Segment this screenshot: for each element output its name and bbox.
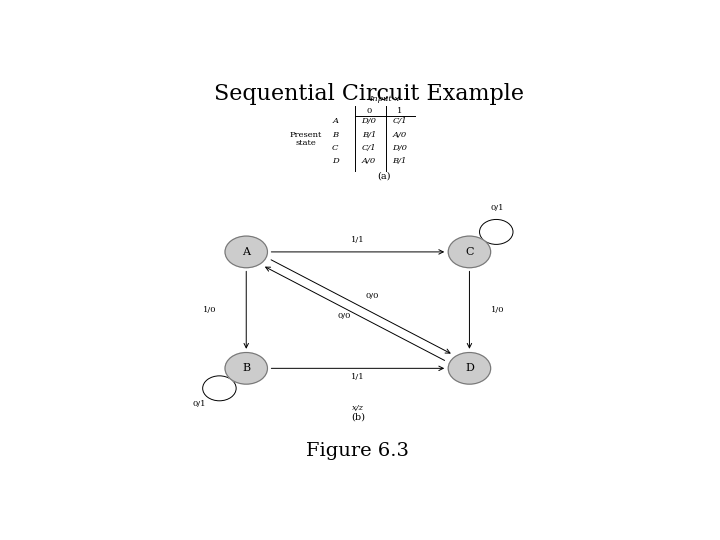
Circle shape <box>225 353 267 384</box>
Text: C: C <box>465 247 474 257</box>
Text: 1: 1 <box>397 107 402 114</box>
Text: B/1: B/1 <box>362 131 376 139</box>
Text: 0/0: 0/0 <box>365 292 379 300</box>
Text: Present: Present <box>290 131 323 139</box>
Text: x/z: x/z <box>352 404 364 412</box>
Text: A/0: A/0 <box>362 157 376 165</box>
Text: B/1: B/1 <box>392 157 407 165</box>
Text: A: A <box>242 247 251 257</box>
Text: C: C <box>332 144 338 152</box>
Text: 1/0: 1/0 <box>490 306 504 314</box>
Text: B: B <box>242 363 251 373</box>
Circle shape <box>449 353 490 384</box>
Text: A: A <box>332 117 338 125</box>
Text: D: D <box>465 363 474 373</box>
Text: 0/1: 0/1 <box>490 204 504 212</box>
Text: C/1: C/1 <box>361 144 377 152</box>
Text: (b): (b) <box>351 413 365 422</box>
Text: Input x: Input x <box>369 94 400 103</box>
Text: C/1: C/1 <box>392 117 407 125</box>
Text: A/0: A/0 <box>392 131 407 139</box>
Text: D/0: D/0 <box>392 144 408 152</box>
Text: 1/1: 1/1 <box>351 237 364 244</box>
Text: 1/0: 1/0 <box>203 306 217 314</box>
Text: Figure 6.3: Figure 6.3 <box>306 442 410 461</box>
Circle shape <box>449 236 490 268</box>
Text: D/0: D/0 <box>361 117 377 125</box>
Text: (a): (a) <box>377 171 391 180</box>
Text: 0/0: 0/0 <box>337 312 351 320</box>
Text: 1/1: 1/1 <box>351 374 364 381</box>
Text: 0: 0 <box>366 107 372 114</box>
Circle shape <box>225 236 267 268</box>
Text: Sequential Circuit Example: Sequential Circuit Example <box>214 83 524 105</box>
Text: 0/1: 0/1 <box>192 400 206 408</box>
Text: D: D <box>332 157 338 165</box>
Text: B: B <box>332 131 338 139</box>
Text: state: state <box>296 139 317 147</box>
